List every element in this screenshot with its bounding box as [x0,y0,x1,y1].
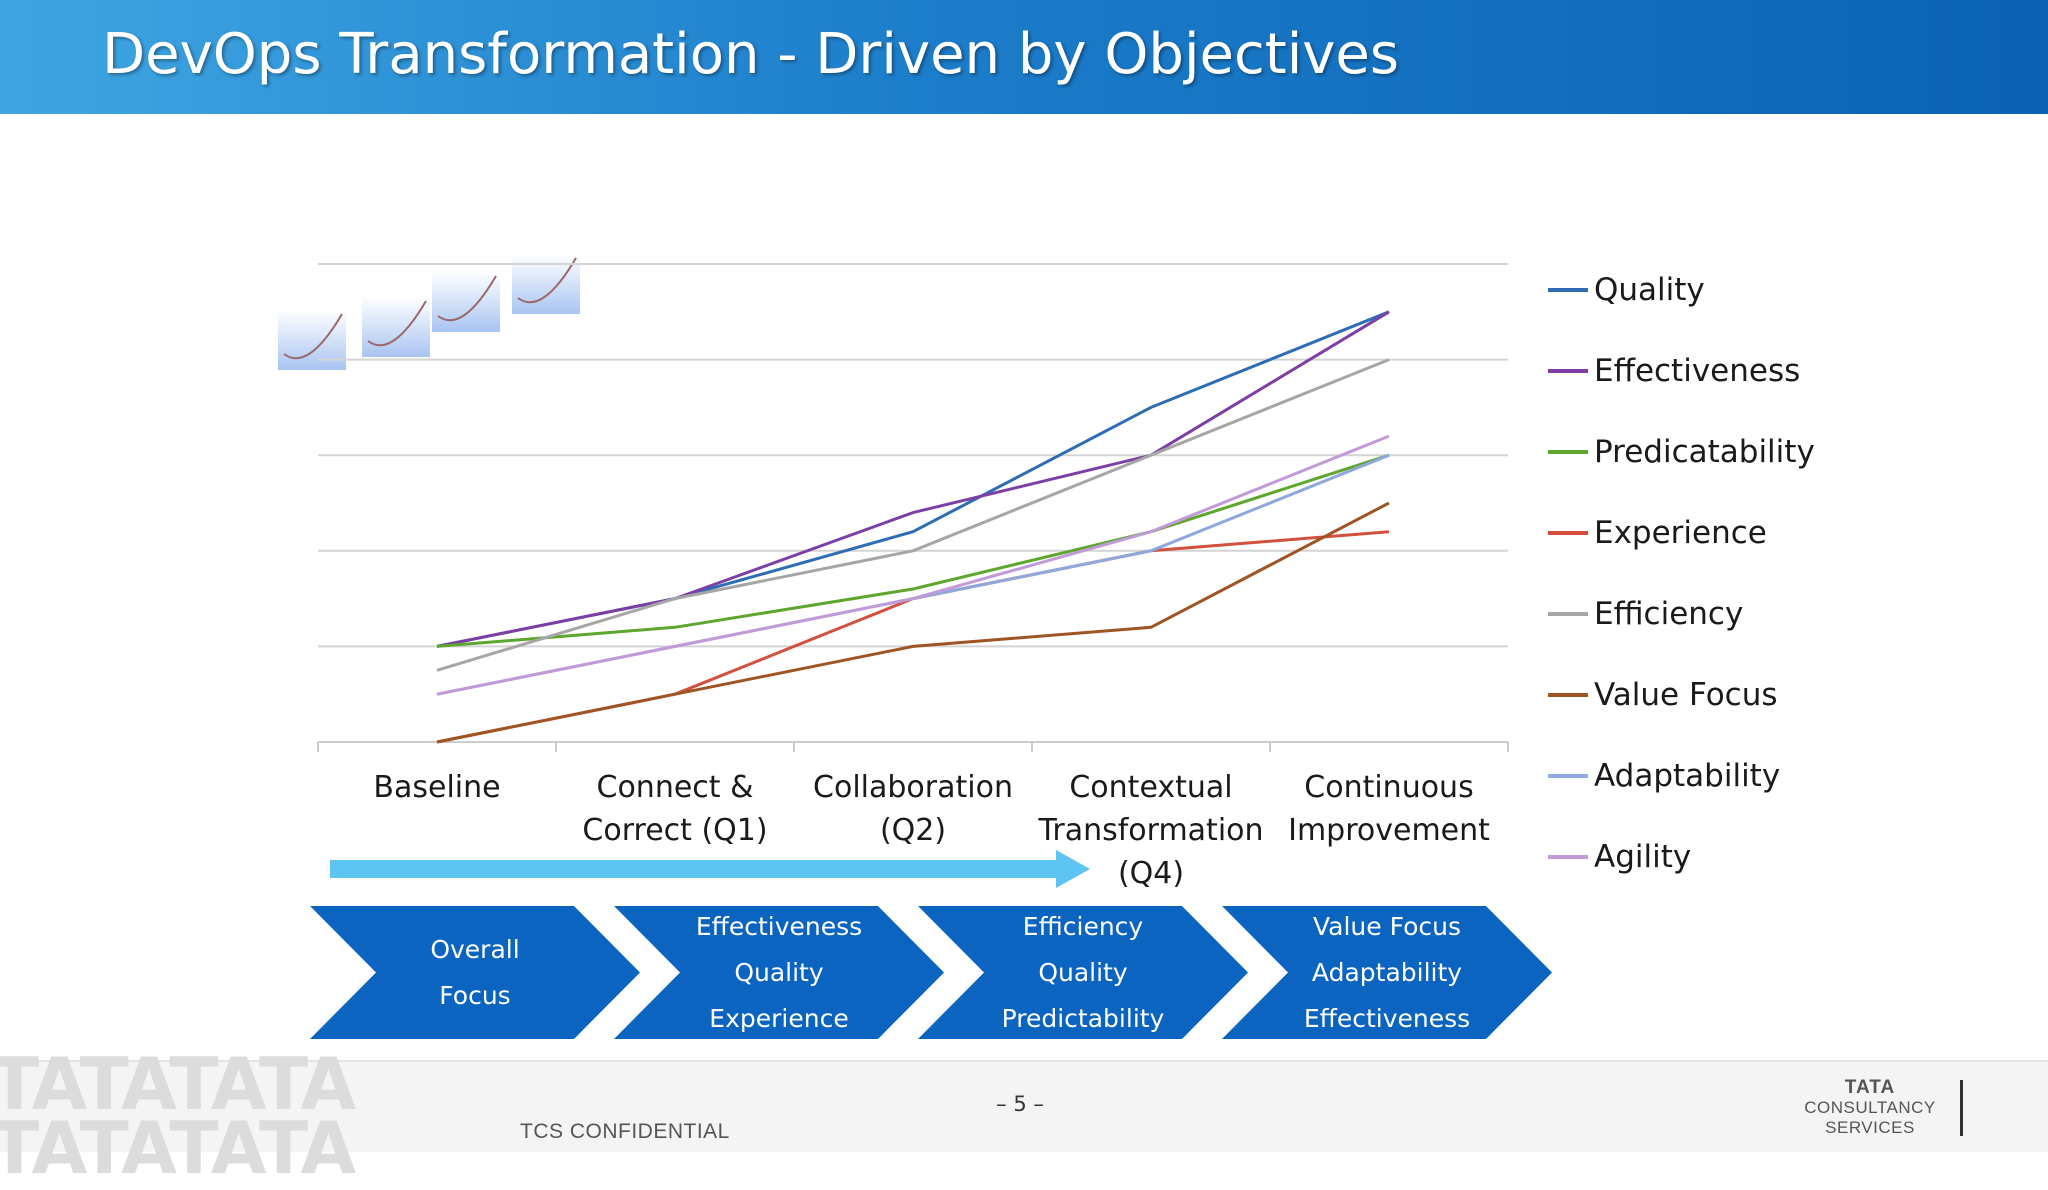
legend-item: Quality [1548,270,1705,310]
curve-thumbnail [432,272,500,332]
series-line-experience [436,530,1390,744]
legend-item: Agility [1548,837,1691,877]
x-tick-label-line: Correct (Q1) [582,813,768,848]
x-tick-label-line: (Q4) [1117,856,1185,891]
curve-thumbnail-line [437,275,497,322]
watermark-line: TATATATA [0,1106,356,1190]
legend-item: Experience [1548,513,1767,553]
curve-thumbnail-line [367,300,427,347]
chart-gridlines [317,263,1509,752]
x-tick-label-line: Baseline [373,770,501,805]
chevron-label-line: Value Focus [1313,911,1461,941]
progress-arrow-head [1056,850,1090,888]
x-tick-label-line: Contextual [1069,770,1233,805]
x-tick-label-line: Continuous [1304,770,1474,805]
series-line-adaptability [436,453,1390,696]
legend-item: Effectiveness [1548,351,1800,391]
x-tick-label-line: (Q2) [879,813,947,848]
curve-thumbnail-line [517,257,577,304]
chevron-label: Overall Focus [376,906,574,1039]
logo-line: CONSULTANCY [1804,1098,1936,1117]
chevron-label-line: Adaptability [1311,957,1463,987]
x-tick-label-line: Improvement [1288,813,1490,848]
footer-band [0,1062,2048,1152]
chevron-label-line: Overall [430,934,520,964]
watermark-line: TATATATA [0,1042,356,1126]
legend-item: Value Focus [1548,675,1778,715]
series-line-value-focus [436,501,1390,744]
logo-divider [1960,1080,1963,1136]
focus-chevron [918,906,1248,1039]
x-tick-label-line: Connect & [596,770,754,805]
logo-line: SERVICES [1825,1118,1915,1137]
legend-item: Adaptability [1548,756,1780,796]
legend-label: Quality [1594,272,1705,308]
chevron-label-line: Efficiency [1022,911,1144,941]
line-chart [278,254,1509,752]
curve-thumbnail-line [283,313,343,360]
confidential-label: TCS CONFIDENTIAL [520,1120,730,1143]
legend-item: Predicatability [1548,432,1815,472]
curve-thumbnail [362,297,430,357]
focus-chevron [310,906,640,1039]
chevron-label-line: Effectiveness [1303,1003,1471,1033]
focus-chevron [614,906,944,1039]
legend-label: Agility [1594,839,1692,875]
legend-swatch [1548,855,1588,859]
legend-swatch [1548,774,1588,778]
curve-thumbnail [278,310,346,370]
chevron-shape [918,906,1248,1039]
chevron-label: Effectiveness Quality Experience [680,906,878,1039]
curve-thumbnails [278,254,580,370]
chevron-shape [310,906,640,1039]
legend-label: Efficiency [1594,596,1744,632]
legend-swatch [1548,450,1588,454]
focus-chevron [1222,906,1552,1039]
chevron-label: Efficiency Quality Predictability [984,906,1182,1039]
x-tick-label: Connect & Correct (Q1) [545,766,805,852]
footer-divider [0,1060,2048,1062]
legend-label: Adaptability [1594,758,1781,794]
x-tick-label: Contextual Transformation (Q4) [1021,766,1281,895]
tcs-logo: TATA CONSULTANCY SERVICES [1790,1078,1950,1138]
x-tick-label: Continuous Improvement [1259,766,1519,852]
x-tick-label: Collaboration (Q2) [783,766,1043,852]
legend-swatch [1548,693,1588,697]
legend-label: Predicatability [1594,434,1815,470]
series-line-agility [436,434,1390,696]
watermark-fade [380,1062,560,1152]
legend-item: Efficiency [1548,594,1743,634]
chevron-shape [614,906,944,1039]
logo-line: TATA [1844,1077,1896,1098]
series-line-quality [436,310,1390,648]
chevron-label-line: Predictability [1001,1003,1165,1033]
chevron-label-line: Quality [1038,957,1128,987]
legend-swatch [1548,531,1588,535]
chevron-label-line: Experience [709,1003,849,1033]
series-line-efficiency [436,358,1390,672]
series-line-effectiveness [436,310,1390,648]
series-line-predicatability [436,453,1390,648]
legend-swatch [1548,369,1588,373]
title-bar: DevOps Transformation - Driven by Object… [0,0,2048,114]
x-tick-label-line: Transformation [1038,813,1264,848]
x-tick-label-line: Collaboration [813,770,1013,805]
slide-title: DevOps Transformation - Driven by Object… [102,22,1400,87]
progress-arrow-shaft [330,860,1060,878]
legend-label: Experience [1594,515,1767,551]
chevron-label-line: Quality [734,957,824,987]
page-number: – 5 – [996,1092,1044,1116]
legend-swatch [1548,288,1588,292]
legend-label: Value Focus [1594,677,1778,713]
chevron-shape [1222,906,1552,1039]
legend-swatch [1548,612,1588,616]
chevron-label-line: Focus [439,980,511,1010]
progress-arrow [330,850,1090,888]
legend-label: Effectiveness [1594,353,1801,389]
chart-series [436,310,1390,744]
x-tick-label: Baseline [307,766,567,809]
chevron-label-line: Effectiveness [695,911,863,941]
tata-watermark: TATATATA TATATATA [0,1042,356,1190]
chevron-label: Value Focus Adaptability Effectiveness [1288,906,1486,1039]
